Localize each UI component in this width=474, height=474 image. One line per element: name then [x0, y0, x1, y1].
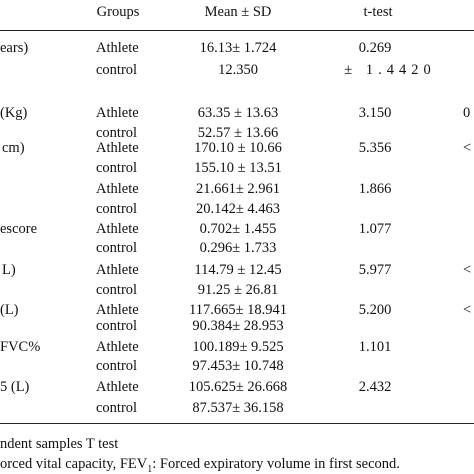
mean-sd: 87.537± 36.158: [192, 400, 284, 416]
mean-sd: 155.10 ± 13.51: [194, 160, 282, 176]
mean-sd: 63.35 ± 13.63: [197, 105, 279, 121]
p-value: 0: [463, 105, 471, 121]
group: control: [96, 201, 138, 217]
group: Athlete: [96, 140, 139, 156]
p-value: <: [463, 302, 472, 318]
group: Athlete: [96, 262, 139, 278]
row-label: cm): [2, 140, 25, 156]
group: control: [96, 318, 138, 334]
mean-sd: 105.625± 26.668: [188, 379, 288, 395]
footnote-text: : Forced expiratory volume in first seco…: [152, 456, 400, 472]
rule: [0, 423, 474, 424]
mean-sd: 12.350: [218, 62, 258, 78]
t-value: 5.977: [358, 262, 392, 278]
mean-sd: 0.296± 1.733: [199, 240, 277, 256]
footnote: orced vital capacity, FEV1: Forced expir…: [0, 456, 400, 474]
mean-sd: 16.13± 1.724: [199, 40, 277, 56]
t-value: ± 1.4420: [344, 62, 436, 78]
header: Groups: [96, 4, 140, 20]
t-value: 5.200: [358, 302, 392, 318]
group: Athlete: [96, 40, 139, 56]
row-label: (Kg): [0, 105, 28, 121]
group: Athlete: [96, 302, 139, 318]
mean-sd: 20.142± 4.463: [195, 201, 281, 217]
t-value: 2.432: [358, 379, 392, 395]
mean-sd: 117.665± 18.941: [188, 302, 288, 318]
mean-sd: 97.453± 10.748: [192, 358, 284, 374]
t-value: 3.150: [358, 105, 392, 121]
subscript: 1: [147, 463, 153, 474]
p-value: <: [463, 140, 472, 156]
row-label: escore: [0, 221, 38, 237]
t-value: 0.269: [358, 40, 392, 56]
footnote: ndent samples T test: [0, 436, 119, 452]
t-value: 5.356: [358, 140, 392, 156]
group: control: [96, 282, 138, 298]
row-label: FVC%: [0, 339, 41, 355]
mean-sd: 91.25 ± 26.81: [197, 282, 279, 298]
group: control: [96, 160, 138, 176]
group: control: [96, 125, 138, 141]
rule: [0, 30, 474, 31]
mean-sd: 52.57 ± 13.66: [197, 125, 279, 141]
p-value: <: [463, 262, 472, 278]
group: control: [96, 62, 138, 78]
row-label: (L): [0, 302, 19, 318]
footnote-text: orced vital capacity, FEV: [0, 456, 148, 472]
mean-sd: 21.661± 2.961: [195, 181, 281, 197]
row-label: L): [2, 262, 16, 278]
group: Athlete: [96, 379, 139, 395]
group: control: [96, 358, 138, 374]
mean-sd: 114.79 ± 12.45: [194, 262, 282, 278]
mean-sd: 90.384± 28.953: [192, 318, 284, 334]
row-label: ears): [0, 40, 29, 56]
row-label: 5 (L): [0, 379, 30, 395]
header: Mean ± SD: [204, 4, 272, 20]
mean-sd: 100.189± 9.525: [192, 339, 284, 355]
group: Athlete: [96, 339, 139, 355]
group: Athlete: [96, 105, 139, 121]
mean-sd: 170.10 ± 10.66: [194, 140, 282, 156]
group: control: [96, 400, 138, 416]
t-value: 1.101: [358, 339, 392, 355]
group: Athlete: [96, 181, 139, 197]
group: Athlete: [96, 221, 139, 237]
t-value: 1.077: [358, 221, 392, 237]
group: control: [96, 240, 138, 256]
mean-sd: 0.702± 1.455: [199, 221, 277, 237]
header: t-test: [363, 4, 393, 20]
t-value: 1.866: [358, 181, 392, 197]
